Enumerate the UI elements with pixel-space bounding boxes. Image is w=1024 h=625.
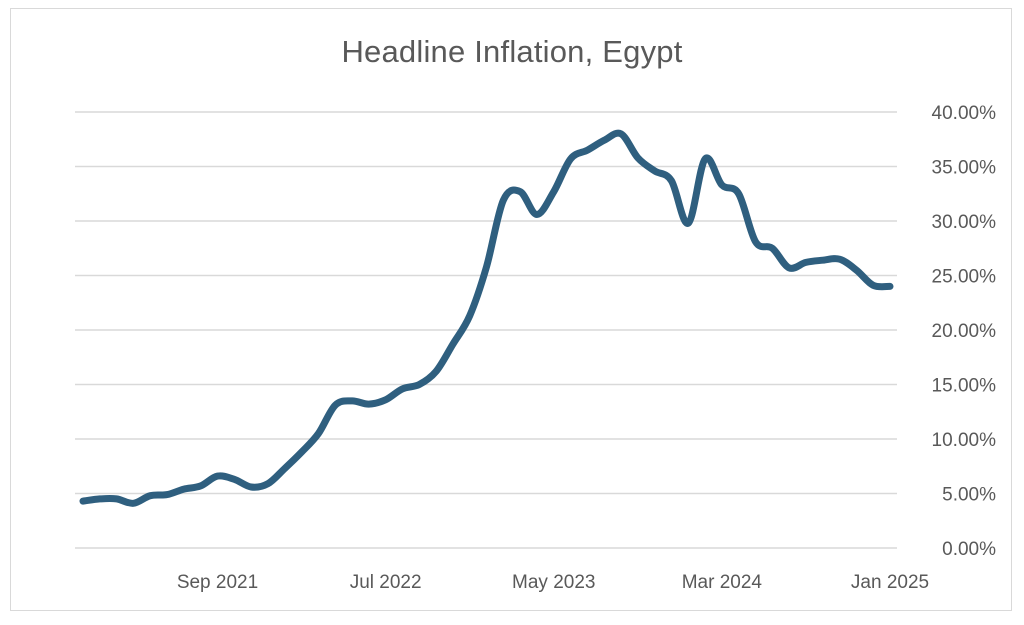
y-tick-label: 30.00% xyxy=(932,212,997,233)
y-tick-label: 10.00% xyxy=(932,430,997,451)
chart-title: Headline Inflation, Egypt xyxy=(341,34,683,69)
y-tick-label: 35.00% xyxy=(932,158,997,179)
x-tick-label: Mar 2024 xyxy=(682,572,763,593)
y-tick-label: 0.00% xyxy=(942,539,996,560)
x-tick-label: Jan 2025 xyxy=(851,572,929,593)
y-tick-label: 25.00% xyxy=(932,267,997,288)
chart-frame xyxy=(10,8,1012,611)
y-tick-label: 5.00% xyxy=(942,485,996,506)
y-tick-label: 15.00% xyxy=(932,376,997,397)
y-tick-label: 40.00% xyxy=(932,103,997,124)
x-tick-label: Sep 2021 xyxy=(177,572,258,593)
x-tick-label: Jul 2022 xyxy=(350,572,422,593)
series-line xyxy=(79,129,894,507)
y-tick-label: 20.00% xyxy=(932,321,997,342)
x-tick-label: May 2023 xyxy=(512,572,595,593)
